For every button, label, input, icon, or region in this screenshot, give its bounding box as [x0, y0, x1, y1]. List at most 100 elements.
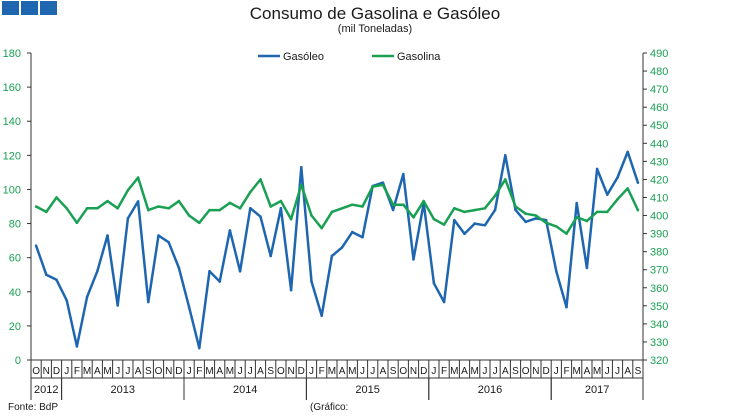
x-year-label: 2015	[355, 384, 379, 396]
data-point-gasolina	[493, 194, 497, 197]
series-line-gasolina	[35, 176, 640, 235]
data-point-gasoleo	[565, 305, 568, 309]
x-year-label: 2016	[478, 384, 502, 396]
data-point-gasoleo	[340, 246, 344, 249]
data-point-gasoleo	[55, 278, 58, 282]
x-month-label: D	[53, 366, 60, 377]
data-point-gasolina	[177, 199, 181, 203]
data-point-gasoleo	[269, 254, 273, 258]
data-point-gasoleo	[187, 305, 191, 309]
data-point-gasoleo	[106, 234, 109, 237]
chart-subtitle: (mil Toneladas)	[337, 23, 413, 35]
y-right-tick-label: 320	[650, 355, 668, 367]
data-point-gasolina	[442, 223, 446, 226]
x-month-label: J	[605, 366, 610, 377]
x-month-label: A	[135, 366, 142, 377]
chart-title: Consumo de Gasolina e Gasóleo	[249, 4, 501, 23]
data-point-gasolina	[636, 208, 640, 212]
data-point-gasolina	[45, 210, 48, 214]
x-month-label: F	[74, 366, 80, 377]
data-point-gasoleo	[147, 300, 150, 304]
x-month-label: J	[125, 366, 130, 377]
legend-label-gasoleo: Gasóleo	[283, 51, 324, 63]
data-point-gasolina	[279, 199, 283, 203]
data-point-gasolina	[514, 205, 517, 208]
data-point-gasolina	[340, 207, 344, 210]
x-month-label: A	[502, 366, 509, 377]
logo-block-1	[2, 1, 19, 15]
logo-block-3	[40, 1, 57, 15]
x-month-label: J	[431, 366, 436, 377]
data-point-gasolina	[198, 221, 201, 225]
data-point-gasoleo	[320, 314, 324, 317]
y-right-tick-label: 450	[650, 120, 668, 132]
x-month-label: M	[348, 366, 356, 377]
data-point-gasoleo	[116, 304, 119, 307]
data-point-gasolina	[85, 207, 89, 210]
data-point-gasoleo	[126, 217, 130, 220]
data-point-gasoleo	[534, 217, 538, 220]
x-month-label: D	[298, 366, 305, 377]
x-month-label: D	[175, 366, 182, 377]
x-year-label: 2014	[233, 384, 257, 396]
x-month-label: O	[155, 366, 163, 377]
data-point-gasolina	[289, 217, 293, 221]
data-point-gasoleo	[585, 266, 589, 270]
data-point-gasolina	[381, 183, 385, 187]
x-month-label: A	[584, 366, 591, 377]
data-point-gasolina	[504, 178, 507, 181]
x-month-label: M	[103, 366, 111, 377]
data-point-gasolina	[228, 201, 232, 205]
data-point-gasolina	[320, 226, 324, 230]
y-left-tick-label: 120	[3, 150, 21, 162]
data-point-gasoleo	[402, 172, 405, 176]
data-point-gasolina	[555, 225, 558, 228]
data-point-gasolina	[136, 176, 140, 179]
data-point-gasolina	[34, 205, 38, 208]
data-point-gasolina	[595, 210, 599, 214]
x-month-label: J	[248, 366, 253, 377]
y-right-tick-label: 400	[650, 211, 668, 223]
x-year-label: 2017	[585, 384, 609, 396]
x-month-label: S	[512, 366, 519, 377]
x-month-label: J	[554, 366, 559, 377]
x-month-label: A	[461, 366, 468, 377]
data-point-gasoleo	[351, 230, 354, 234]
series-line-gasoleo	[34, 150, 640, 350]
x-month-label: J	[64, 366, 69, 377]
x-month-label: D	[542, 366, 549, 377]
x-month-label: M	[450, 366, 458, 377]
data-point-gasoleo	[636, 181, 640, 184]
data-point-gasoleo	[442, 300, 446, 304]
data-point-gasolina	[463, 210, 466, 214]
data-point-gasolina	[300, 183, 303, 187]
data-point-gasolina	[259, 178, 262, 181]
data-point-gasoleo	[493, 208, 497, 212]
data-point-gasoleo	[616, 176, 619, 179]
x-month-label: M	[573, 366, 581, 377]
data-point-gasoleo	[626, 150, 629, 154]
data-point-gasolina	[208, 208, 211, 212]
x-month-label: J	[187, 366, 192, 377]
x-month-label: A	[216, 366, 223, 377]
y-right-tick-label: 410	[650, 192, 668, 204]
data-point-gasolina	[167, 207, 170, 210]
x-month-label: F	[563, 366, 569, 377]
data-point-gasoleo	[361, 235, 364, 239]
data-point-gasolina	[575, 216, 578, 219]
data-point-gasolina	[126, 188, 130, 192]
data-point-gasoleo	[575, 201, 578, 205]
data-point-gasolina	[422, 199, 426, 203]
x-month-label: A	[339, 366, 346, 377]
data-point-gasoleo	[473, 222, 477, 225]
data-point-gasolina	[616, 197, 619, 201]
x-month-label: F	[441, 366, 447, 377]
data-point-gasolina	[432, 217, 436, 221]
data-point-gasolina	[626, 187, 629, 190]
x-month-label: J	[309, 366, 314, 377]
data-point-gasolina	[606, 210, 609, 214]
x-month-label: M	[205, 366, 213, 377]
y-left-tick-label: 0	[15, 355, 21, 367]
x-month-label: A	[624, 366, 631, 377]
x-month-label: O	[399, 366, 407, 377]
